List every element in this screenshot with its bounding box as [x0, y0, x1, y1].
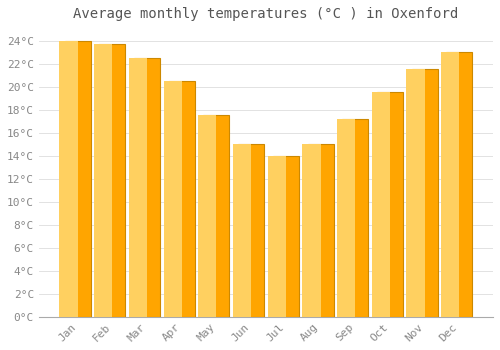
- Bar: [94, 44, 112, 317]
- Bar: [406, 69, 424, 317]
- Title: Average monthly temperatures (°C ) in Oxenford: Average monthly temperatures (°C ) in Ox…: [74, 7, 458, 21]
- Bar: [412, 69, 438, 317]
- Bar: [441, 52, 460, 317]
- Bar: [233, 144, 251, 317]
- Bar: [308, 144, 334, 317]
- Bar: [377, 92, 403, 317]
- Bar: [238, 144, 264, 317]
- Bar: [129, 58, 147, 317]
- Bar: [169, 81, 195, 317]
- Bar: [342, 119, 368, 317]
- Bar: [372, 92, 390, 317]
- Bar: [273, 156, 299, 317]
- Bar: [268, 156, 286, 317]
- Bar: [100, 44, 126, 317]
- Bar: [60, 41, 78, 317]
- Bar: [134, 58, 160, 317]
- Bar: [198, 116, 216, 317]
- Bar: [446, 52, 472, 317]
- Bar: [64, 41, 90, 317]
- Bar: [164, 81, 182, 317]
- Bar: [302, 144, 320, 317]
- Bar: [337, 119, 355, 317]
- Bar: [204, 116, 230, 317]
